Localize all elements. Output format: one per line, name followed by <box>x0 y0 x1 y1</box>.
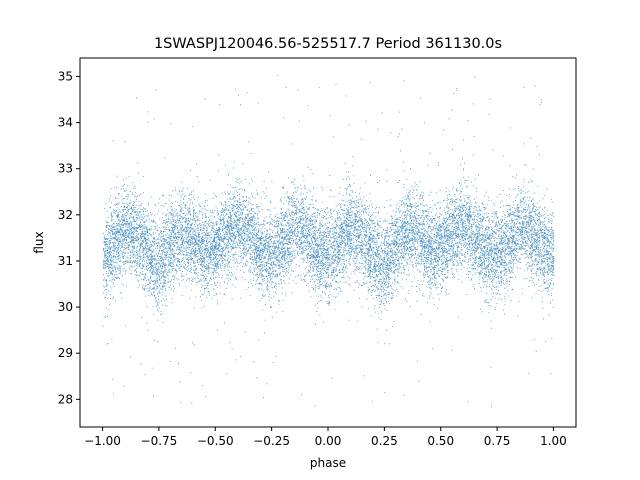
y-tick-label: 32 <box>58 208 73 222</box>
x-tick-label: −0.75 <box>141 434 178 448</box>
x-tick-label: −0.25 <box>253 434 290 448</box>
x-tick-label: 0.25 <box>371 434 398 448</box>
x-axis-label: phase <box>310 456 346 470</box>
x-tick-label: 0.75 <box>484 434 511 448</box>
y-tick-label: 28 <box>58 392 73 406</box>
chart-title: 1SWASPJ120046.56-525517.7 Period 361130.… <box>154 36 502 52</box>
y-tick-label: 29 <box>58 346 73 360</box>
y-tick-label: 33 <box>58 162 73 176</box>
x-tick-label: −0.50 <box>197 434 234 448</box>
y-axis-ticks: 28 29 30 31 32 33 34 35 <box>58 69 80 406</box>
x-tick-label: 0.50 <box>427 434 454 448</box>
x-tick-label: −1.00 <box>84 434 121 448</box>
x-axis-ticks: −1.00 −0.75 −0.50 −0.25 0.00 0.25 0.50 0.75 1.00 <box>84 427 567 448</box>
x-tick-label: 0.00 <box>315 434 342 448</box>
x-tick-label: 1.00 <box>540 434 567 448</box>
y-tick-label: 31 <box>58 254 73 268</box>
y-tick-label: 34 <box>58 116 73 130</box>
y-tick-label: 35 <box>58 69 73 83</box>
y-tick-label: 30 <box>58 300 73 314</box>
y-axis-label: flux <box>32 231 46 253</box>
